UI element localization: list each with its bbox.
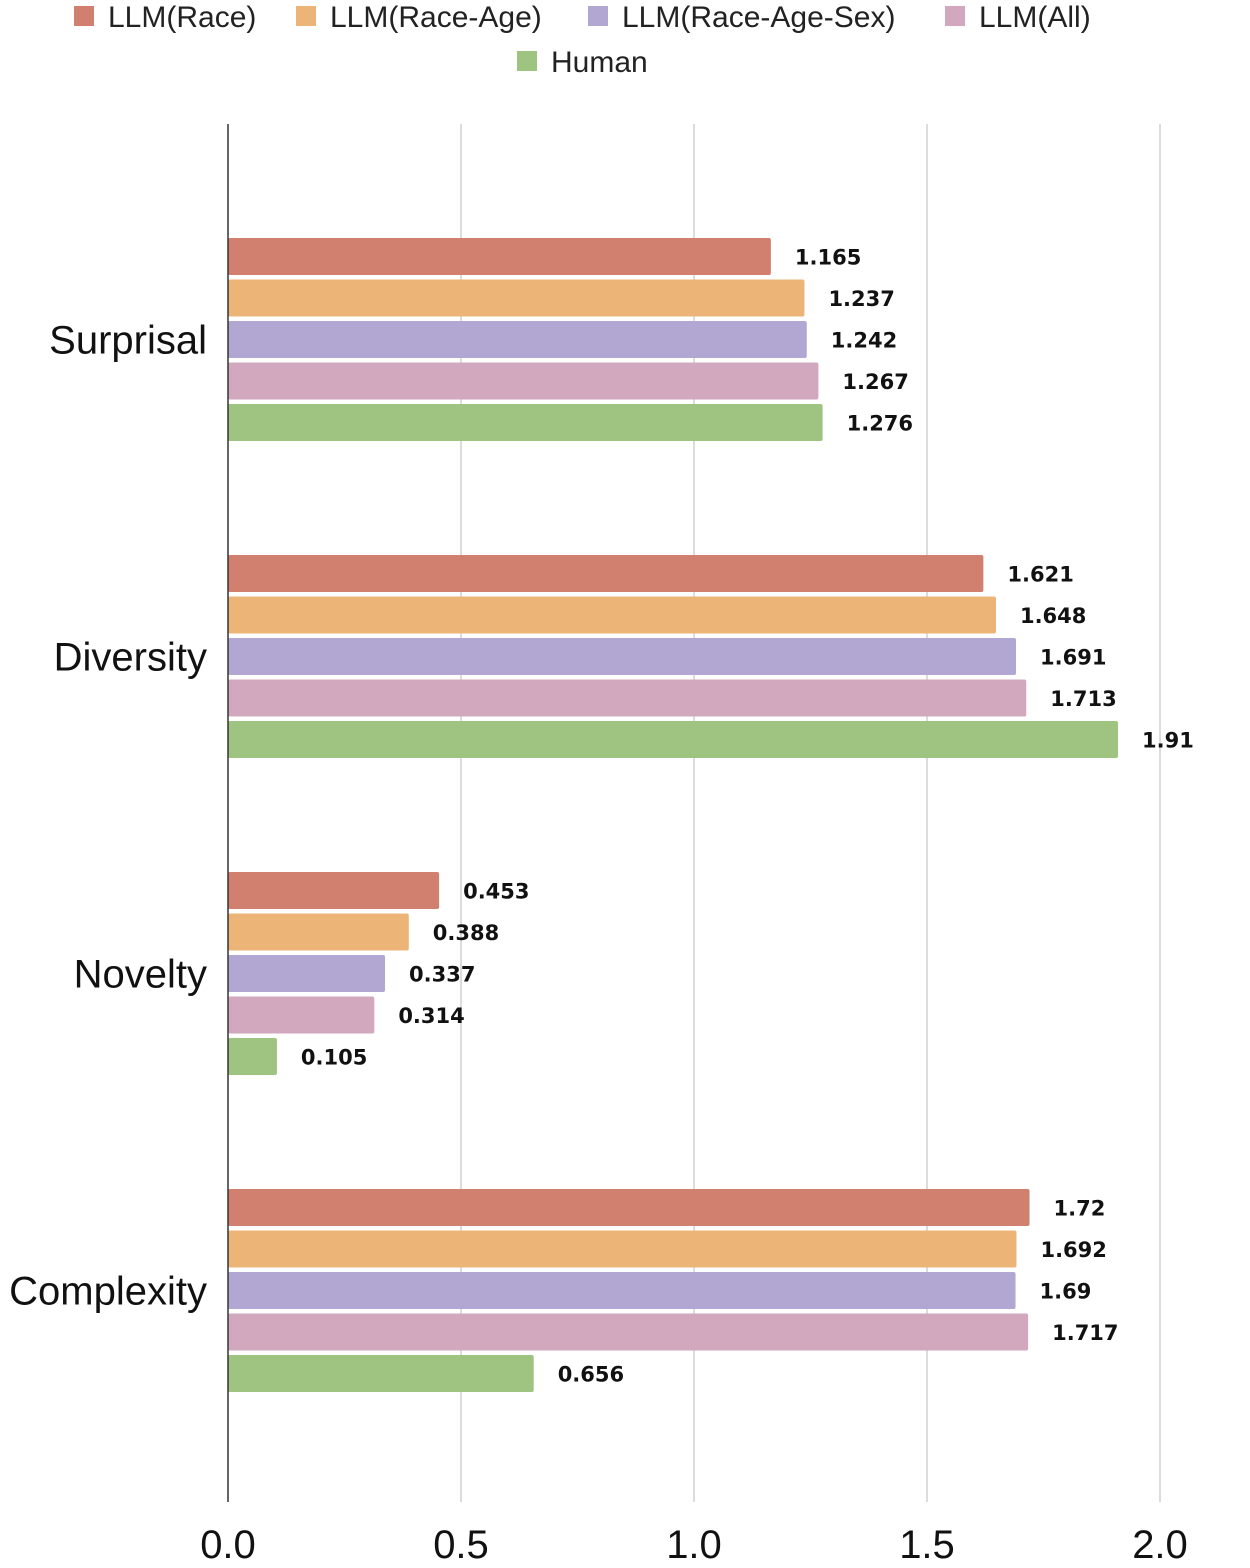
legend-swatch-llm-race-age-sex xyxy=(588,6,608,26)
legend-item-llm-race-age: LLM(Race-Age) xyxy=(296,1,542,34)
category-label-diversity: Diversity xyxy=(54,636,207,680)
value-label-surprisal-llm-race-age: 1.237 xyxy=(828,287,894,311)
value-label-diversity-llm-all: 1.713 xyxy=(1050,687,1116,711)
bars xyxy=(228,238,1119,1392)
value-label-novelty-llm-race-age: 0.388 xyxy=(433,921,499,945)
legend-swatch-llm-all xyxy=(945,6,965,26)
value-label-novelty-human: 0.105 xyxy=(301,1046,367,1070)
bar-diversity-llm-race xyxy=(228,555,984,592)
value-label-complexity-llm-race-age-sex: 1.69 xyxy=(1040,1280,1092,1304)
value-label-novelty-llm-race-age-sex: 0.337 xyxy=(409,963,475,987)
legend-swatch-human xyxy=(517,51,537,71)
legend-label-llm-race-age-sex: LLM(Race-Age-Sex) xyxy=(622,1,895,34)
category-label-novelty: Novelty xyxy=(74,953,207,997)
bar-surprisal-llm-all xyxy=(228,362,819,400)
x-tick-label-1-5: 1.5 xyxy=(899,1523,955,1567)
x-tick-label-1-0: 1.0 xyxy=(666,1523,722,1567)
legend-item-human: Human xyxy=(517,46,648,79)
bar-complexity-human xyxy=(228,1355,534,1392)
value-label-surprisal-human: 1.276 xyxy=(847,412,913,436)
bar-novelty-llm-race-age-sex xyxy=(228,955,386,992)
value-label-complexity-llm-race: 1.72 xyxy=(1054,1197,1106,1221)
category-label-complexity: Complexity xyxy=(9,1270,207,1314)
bar-novelty-human xyxy=(228,1038,277,1075)
bar-surprisal-human xyxy=(228,404,823,441)
bar-diversity-llm-race-age-sex xyxy=(228,638,1017,675)
bar-complexity-llm-race-age-sex xyxy=(228,1272,1016,1309)
value-label-diversity-human: 1.91 xyxy=(1142,729,1194,753)
x-tick-label-2-0: 2.0 xyxy=(1132,1523,1188,1567)
bar-complexity-llm-all xyxy=(228,1313,1029,1351)
legend-swatch-llm-race xyxy=(74,6,94,26)
category-labels: Surprisal Diversity Novelty Complexity xyxy=(9,319,207,1314)
value-label-novelty-llm-all: 0.314 xyxy=(398,1004,464,1028)
bar-novelty-llm-race xyxy=(228,872,440,909)
category-label-surprisal: Surprisal xyxy=(49,319,207,363)
bar-diversity-llm-all xyxy=(228,679,1027,717)
value-label-surprisal-llm-all: 1.267 xyxy=(842,370,908,394)
x-tick-label-0-0: 0.0 xyxy=(200,1523,256,1567)
bar-diversity-human xyxy=(228,721,1119,758)
legend-label-llm-race-age: LLM(Race-Age) xyxy=(330,1,542,34)
x-axis: 0.0 0.5 1.0 1.5 2.0 xyxy=(200,124,1188,1567)
value-label-surprisal-llm-race-age-sex: 1.242 xyxy=(831,329,897,353)
value-label-diversity-llm-race: 1.621 xyxy=(1007,563,1073,587)
value-label-novelty-llm-race: 0.453 xyxy=(463,880,529,904)
bar-surprisal-llm-race-age xyxy=(228,279,805,317)
legend-item-llm-race: LLM(Race) xyxy=(74,1,256,34)
legend-item-llm-all: LLM(All) xyxy=(945,1,1091,34)
legend-label-human: Human xyxy=(551,46,648,79)
value-label-surprisal-llm-race: 1.165 xyxy=(795,246,861,270)
value-label-complexity-llm-race-age: 1.692 xyxy=(1040,1238,1106,1262)
legend-item-llm-race-age-sex: LLM(Race-Age-Sex) xyxy=(588,1,895,34)
x-tick-label-0-5: 0.5 xyxy=(433,1523,489,1567)
legend: LLM(Race) LLM(Race-Age) LLM(Race-Age-Sex) L… xyxy=(74,1,1091,79)
bar-complexity-llm-race xyxy=(228,1189,1030,1226)
legend-label-llm-all: LLM(All) xyxy=(979,1,1091,34)
value-label-diversity-llm-race-age-sex: 1.691 xyxy=(1040,646,1106,670)
value-label-complexity-llm-all: 1.717 xyxy=(1052,1321,1118,1345)
legend-swatch-llm-race-age xyxy=(296,6,316,26)
legend-label-llm-race: LLM(Race) xyxy=(108,1,256,34)
bar-complexity-llm-race-age xyxy=(228,1230,1017,1268)
bar-novelty-llm-race-age xyxy=(228,913,409,951)
value-label-complexity-human: 0.656 xyxy=(558,1363,624,1387)
bar-diversity-llm-race-age xyxy=(228,596,996,634)
value-labels: 1.1651.2371.2421.2671.2761.6211.6481.691… xyxy=(301,246,1194,1387)
bar-novelty-llm-all xyxy=(228,996,375,1034)
bar-surprisal-llm-race xyxy=(228,238,771,275)
bar-surprisal-llm-race-age-sex xyxy=(228,321,807,358)
value-label-diversity-llm-race-age: 1.648 xyxy=(1020,604,1086,628)
